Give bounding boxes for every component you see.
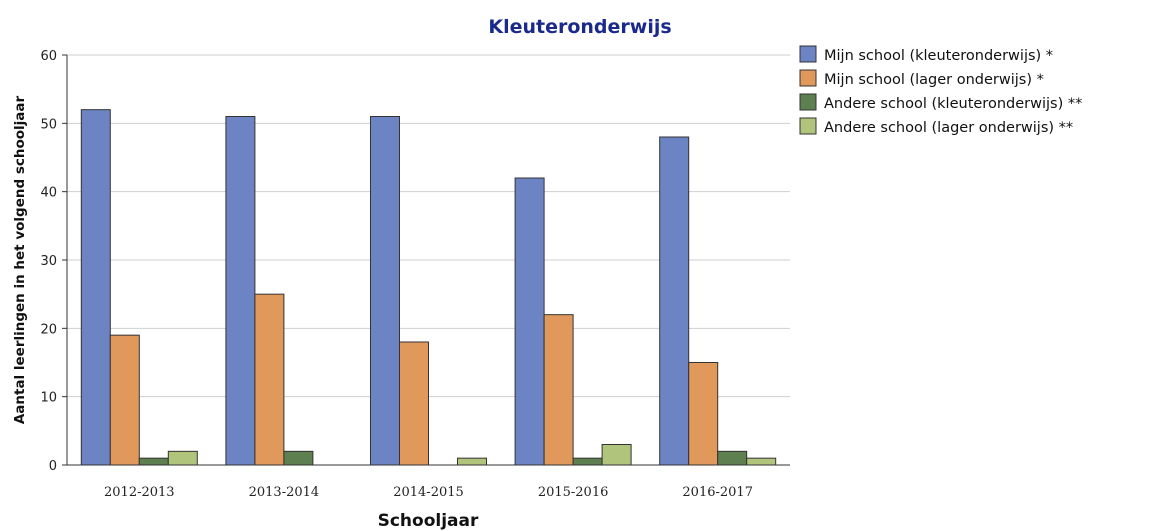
legend-label: Andere school (kleuteronderwijs) ** <box>824 96 1082 112</box>
bar-2012-2013-series-4 <box>168 451 197 465</box>
y-tick-label: 10 <box>40 391 57 406</box>
bar-2014-2015-series-1 <box>371 117 400 466</box>
y-tick-label: 40 <box>40 186 57 201</box>
legend-swatch <box>800 70 816 86</box>
chart-title: Kleuteronderwijs <box>488 16 671 38</box>
x-tick-label: 2013-2014 <box>249 485 320 500</box>
y-tick-label: 30 <box>40 254 57 269</box>
bar-2016-2017-series-3 <box>718 451 747 465</box>
bar-2016-2017-series-4 <box>747 458 776 465</box>
y-tick-label: 0 <box>49 459 57 474</box>
bars <box>81 110 775 465</box>
y-tick-label: 60 <box>40 49 57 64</box>
bar-2016-2017-series-2 <box>689 363 718 466</box>
y-tick-label: 20 <box>40 322 57 337</box>
x-tick-label: 2012-2013 <box>104 485 175 500</box>
legend-swatch <box>800 46 816 62</box>
legend-label: Mijn school (lager onderwijs) * <box>824 72 1044 88</box>
legend-swatch <box>800 94 816 110</box>
bar-2014-2015-series-2 <box>400 342 429 465</box>
bar-2012-2013-series-1 <box>81 110 110 465</box>
bar-2013-2014-series-3 <box>284 451 313 465</box>
bar-2012-2013-series-2 <box>110 335 139 465</box>
bar-2015-2016-series-4 <box>602 445 631 466</box>
bar-2015-2016-series-2 <box>544 315 573 465</box>
y-axis-title: Aantal leerlingen in het volgend schoolj… <box>12 95 28 424</box>
x-tick-label: 2015-2016 <box>538 485 609 500</box>
bar-2013-2014-series-2 <box>255 294 284 465</box>
y-tick-label: 50 <box>40 117 57 132</box>
legend-label: Andere school (lager onderwijs) ** <box>824 120 1073 136</box>
bar-2013-2014-series-1 <box>226 117 255 466</box>
legend: Mijn school (kleuteronderwijs) * Mijn sch… <box>800 46 1082 136</box>
x-tick-label: 2014-2015 <box>393 485 464 500</box>
bar-2015-2016-series-1 <box>515 178 544 465</box>
x-tick-label: 2016-2017 <box>682 485 753 500</box>
x-axis-title: Schooljaar <box>378 511 479 531</box>
y-tick-labels: 0 10 20 30 40 50 60 <box>40 49 67 474</box>
legend-swatch <box>800 118 816 134</box>
bar-2016-2017-series-1 <box>660 137 689 465</box>
x-tick-labels: 2012-2013 2013-2014 2014-2015 2015-2016 2016… <box>104 485 753 500</box>
bar-2012-2013-series-3 <box>139 458 168 465</box>
legend-label: Mijn school (kleuteronderwijs) * <box>824 48 1053 64</box>
bar-2015-2016-series-3 <box>573 458 602 465</box>
bar-2014-2015-series-4 <box>458 458 487 465</box>
